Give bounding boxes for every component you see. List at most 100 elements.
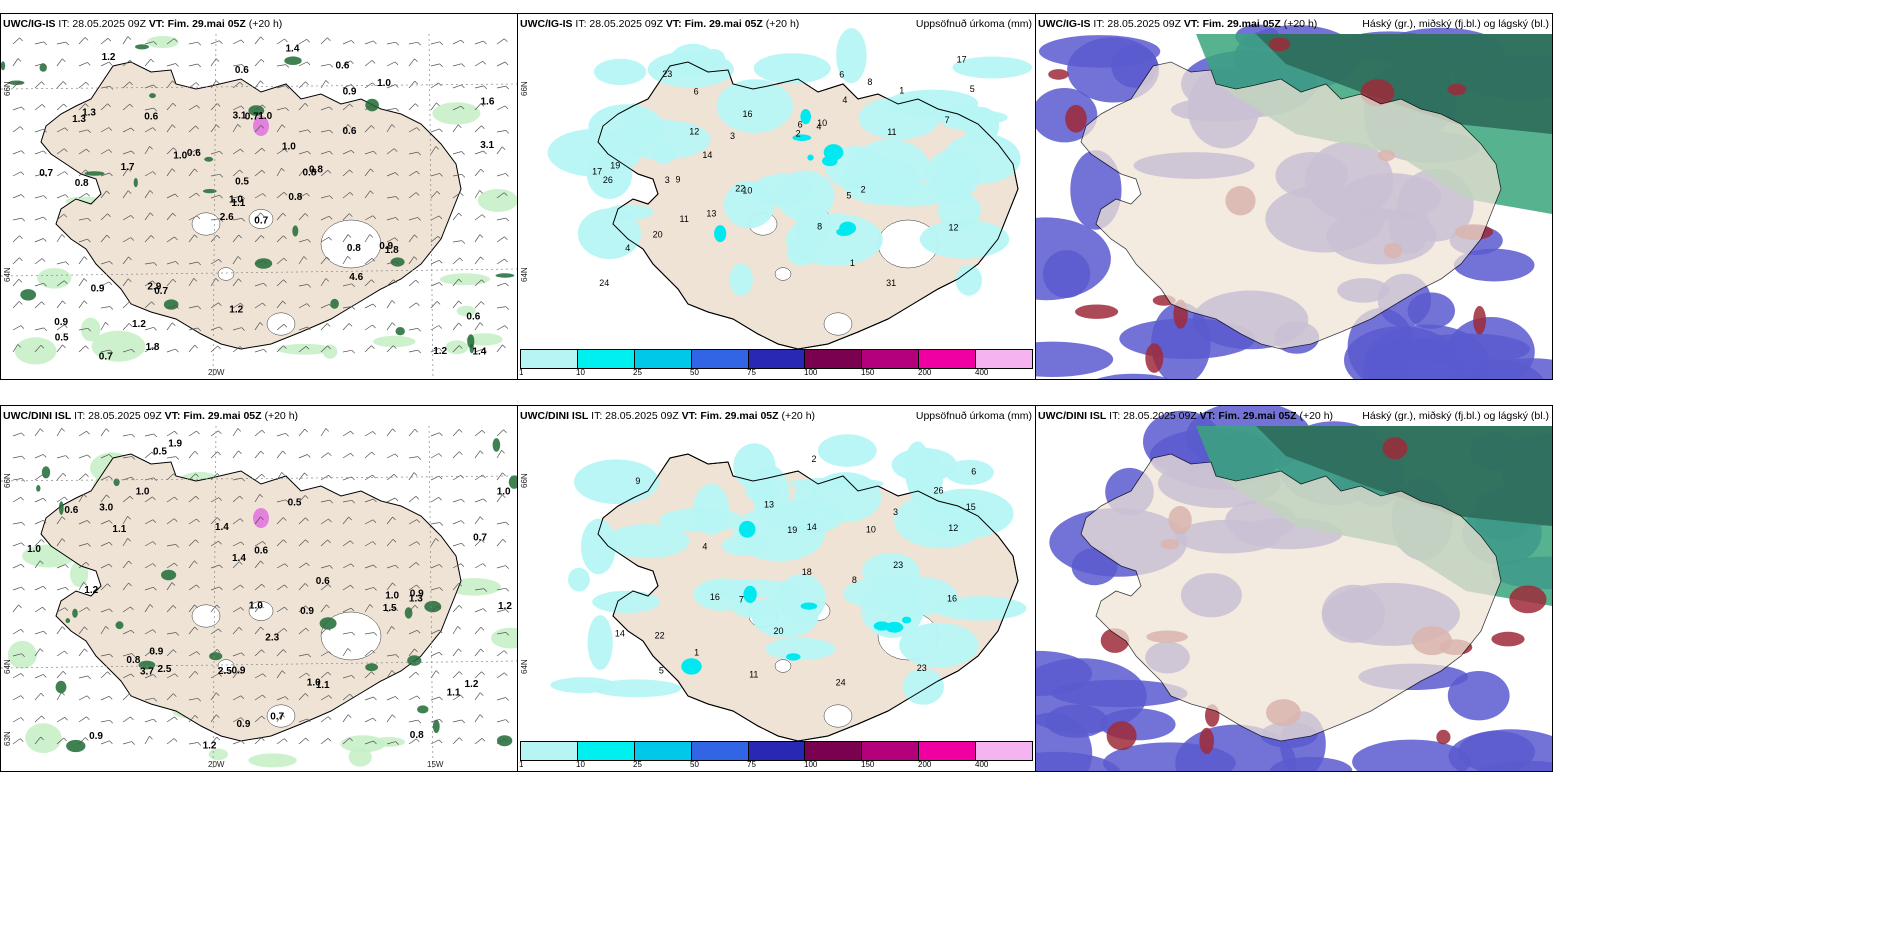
wind-barb-flag — [371, 60, 376, 64]
wind-barb-flag — [20, 695, 25, 699]
wind-barb — [166, 649, 174, 657]
wind-barb — [320, 671, 328, 679]
precip-value-label: 2.9 — [147, 281, 161, 292]
wind-barb — [188, 63, 198, 67]
wind-barb — [188, 192, 197, 199]
wind-barb-flag — [174, 673, 179, 677]
wind-barb — [56, 717, 65, 723]
wind-barb — [408, 328, 418, 331]
precip-area — [440, 273, 490, 286]
wind-barb-flag — [21, 106, 25, 111]
wind-barb — [166, 738, 175, 745]
init-time: IT: 28.05.2025 09Z — [1109, 410, 1197, 422]
wind-barb — [34, 238, 44, 243]
wind-barb-flag — [458, 300, 462, 305]
wind-barb-flag — [306, 61, 311, 66]
glacier — [266, 312, 296, 336]
wind-barb-flag — [348, 516, 352, 521]
wind-barb — [298, 693, 306, 701]
precip-value-label: 1.7 — [121, 162, 135, 173]
high-cloud-dense — [1256, 426, 1552, 526]
map-panel-dini-wind: 1.1 0.6 1.4 0.5 2.5 0.5 1.0 0.9 1.1 1.5 1.9 1.0 0.8 0… — [0, 405, 518, 772]
mid-cloud — [1382, 437, 1408, 460]
lead-time: (+20 h) — [264, 410, 299, 422]
wind-barb-flag — [370, 190, 374, 195]
precip-heavy — [822, 155, 838, 167]
wind-barb — [298, 303, 308, 309]
wind-barb — [188, 327, 198, 331]
wind-barb-flag — [416, 738, 420, 743]
panel-header: UWC/DINI ISL IT: 28.05.2025 09Z VT: Fim.… — [520, 410, 815, 422]
wind-barb — [496, 217, 506, 221]
wind-barb-flag — [43, 216, 47, 221]
precip-area — [445, 340, 469, 355]
precip-value-label: 0.6 — [466, 311, 480, 322]
precip-area — [592, 590, 660, 614]
wind-barb — [12, 478, 22, 481]
precip-area — [716, 79, 793, 133]
wind-barb — [408, 428, 416, 437]
wind-barb-flag — [218, 673, 223, 677]
wind-barb — [276, 212, 284, 221]
precip-area — [919, 219, 1010, 259]
wind-barb-flag — [173, 147, 177, 151]
wind-barb — [408, 456, 418, 459]
wind-barb-flag — [42, 454, 47, 458]
wind-barb-flag — [436, 191, 441, 195]
wind-barb-flag — [131, 476, 135, 481]
wind-barb — [144, 107, 154, 111]
colorbar-swatch — [634, 350, 692, 368]
precip-area — [867, 576, 958, 617]
wind-barb — [100, 149, 109, 155]
wind-barb-flag — [153, 41, 157, 45]
wind-barb — [100, 260, 110, 265]
wind-barb — [56, 300, 63, 309]
wind-barb — [144, 586, 154, 591]
wind-barb-flag — [391, 322, 396, 326]
wind-barb — [474, 714, 481, 723]
wind-barb — [254, 80, 261, 89]
wind-barb-flag — [172, 605, 177, 609]
wind-barb — [78, 648, 85, 657]
wind-barb-flag — [460, 563, 465, 567]
colorbar-label: 200 — [918, 368, 932, 377]
wind-barb — [342, 124, 349, 133]
wind-barb-flag — [42, 674, 47, 678]
wind-barb-flag — [153, 718, 157, 723]
wind-barb-flag — [307, 151, 311, 155]
precip-value-label: 0.8 — [309, 165, 323, 176]
wind-barb-flag — [215, 80, 220, 84]
wind-barb-flag — [416, 584, 420, 589]
wind-barb — [100, 103, 108, 111]
wind-barb-flag — [84, 626, 88, 631]
wind-barb-flag — [461, 520, 465, 524]
low-cloud — [1458, 731, 1535, 771]
wind-barb — [452, 124, 459, 133]
wind-barb-flag — [326, 323, 331, 327]
wind-barb-flag — [438, 651, 443, 656]
wind-barb-flag — [438, 215, 443, 220]
wind-barb-flag — [395, 741, 399, 745]
wind-barb-flag — [438, 497, 442, 501]
wind-barb-flag — [262, 193, 267, 197]
wind-barb-flag — [416, 695, 421, 700]
wind-barb-flag — [417, 217, 421, 221]
precip-value-label: 1.8 — [146, 342, 160, 353]
heavy-precip-cell — [58, 501, 64, 515]
wind-barb — [452, 240, 462, 243]
wind-barb — [78, 675, 88, 679]
wind-barb — [188, 495, 197, 503]
wind-barb-flag — [175, 632, 180, 636]
wind-barb — [452, 174, 462, 177]
wind-barb-flag — [152, 541, 157, 545]
wind-barb-flag — [282, 212, 287, 217]
wind-barb-flag — [174, 496, 178, 501]
wind-barb — [474, 692, 481, 701]
wind-barb-flag — [65, 564, 69, 568]
precip-value-label: 8 — [852, 575, 857, 585]
wind-barb-flag — [414, 80, 419, 85]
wind-barb-flag — [479, 234, 484, 238]
valid-time: VT: Fim. 29.mai 05Z — [665, 18, 763, 30]
wind-barb — [320, 345, 328, 353]
wind-barb-flag — [284, 563, 289, 567]
